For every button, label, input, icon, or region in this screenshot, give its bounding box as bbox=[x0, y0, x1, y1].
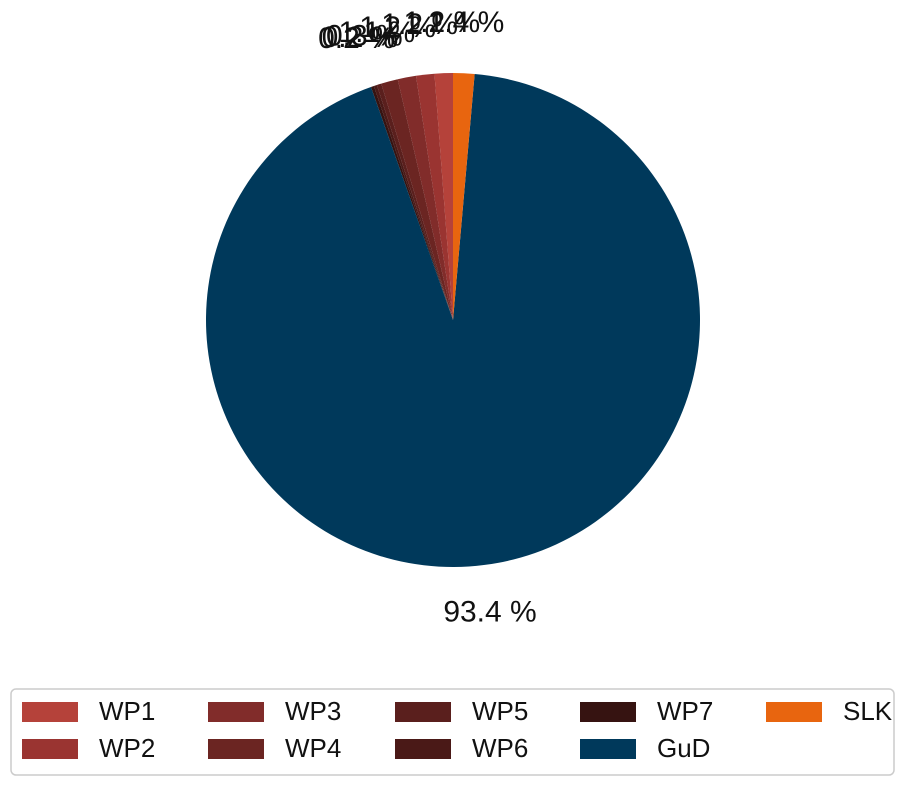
legend-swatch-gud bbox=[580, 739, 636, 759]
pie-slice-wp6 bbox=[373, 85, 453, 320]
legend-label-wp6: WP6 bbox=[472, 733, 528, 763]
slice-labels: 1.2 %1.2 %1.2 %1.1 %0.3 %0.2 %0.2 % 93.4 … bbox=[318, 6, 537, 628]
pie-slice-gud bbox=[205, 73, 700, 567]
pie-slice-wp4 bbox=[381, 79, 453, 320]
legend-swatch-wp5 bbox=[395, 702, 451, 722]
legend-label-wp7: WP7 bbox=[657, 696, 713, 726]
slice-label-wp1: 1.2 % bbox=[404, 6, 481, 39]
slice-label-slk: 1.4 % bbox=[428, 6, 505, 39]
pie-slice-slk bbox=[453, 73, 475, 320]
legend-label-wp3: WP3 bbox=[285, 696, 341, 726]
legend-swatch-wp1 bbox=[22, 702, 78, 722]
legend-swatch-slk bbox=[766, 702, 822, 722]
slice-label-wp5: 0.3 % bbox=[326, 20, 403, 53]
pie-slice-wp2 bbox=[415, 73, 453, 321]
legend-label-wp5: WP5 bbox=[472, 696, 528, 726]
legend-swatch-wp3 bbox=[208, 702, 264, 722]
legend-swatch-wp7 bbox=[580, 702, 636, 722]
slice-label-wp3: 1.2 % bbox=[359, 11, 436, 44]
slice-label-wp6: 0.2 % bbox=[322, 21, 399, 54]
pie-slice-wp5 bbox=[376, 83, 453, 320]
slice-label-wp2: 1.2 % bbox=[381, 8, 458, 41]
legend-label-wp2: WP2 bbox=[99, 733, 155, 763]
pie-slice-wp1 bbox=[434, 73, 453, 320]
pie-slice-wp3 bbox=[397, 75, 453, 320]
legend-swatch-wp6 bbox=[395, 739, 451, 759]
legend-label-slk: SLK bbox=[843, 696, 893, 726]
legend-label-wp4: WP4 bbox=[285, 733, 341, 763]
slice-label-wp4: 1.1 % bbox=[338, 16, 415, 49]
pie-slices bbox=[205, 73, 700, 567]
legend: WP1 WP2 WP3 WP4 WP5 WP6 WP7 GuD SLK bbox=[10, 688, 895, 776]
legend-label-gud: GuD bbox=[657, 733, 710, 763]
pie-slice-wp7 bbox=[370, 86, 453, 320]
legend-swatch-wp2 bbox=[22, 739, 78, 759]
legend-label-wp1: WP1 bbox=[99, 696, 155, 726]
legend-swatch-wp4 bbox=[208, 739, 264, 759]
slice-label-gud: 93.4 % bbox=[443, 596, 536, 629]
slice-label-wp7: 0.2 % bbox=[318, 22, 395, 55]
